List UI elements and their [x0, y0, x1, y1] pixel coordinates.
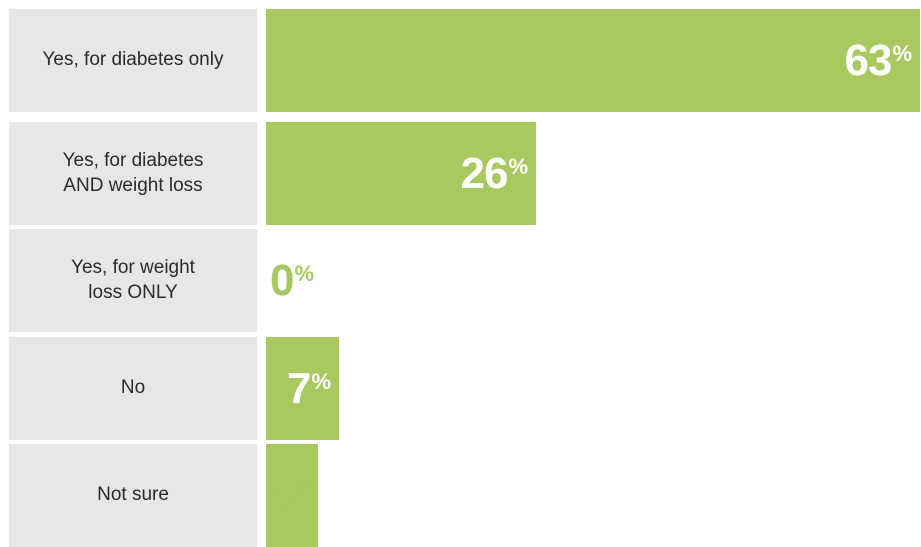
- category-label: No: [9, 337, 257, 440]
- data-label: 63%: [844, 9, 912, 112]
- bar: [266, 337, 339, 440]
- bar: [266, 444, 318, 547]
- category-label: Yes, for weight loss ONLY: [9, 229, 257, 332]
- data-label: 5%: [270, 444, 314, 547]
- chart-row: Yes, for diabetes AND weight loss 26%: [9, 122, 921, 225]
- data-label: 7%: [287, 337, 331, 440]
- data-label-value: 63: [844, 35, 892, 85]
- bar: [266, 9, 920, 112]
- category-label: Not sure: [9, 444, 257, 547]
- category-label: Yes, for diabetes AND weight loss: [9, 122, 257, 225]
- data-label-unit: %: [311, 369, 331, 394]
- data-label: 0%: [270, 229, 314, 332]
- chart-row: Yes, for weight loss ONLY 0%: [9, 229, 921, 332]
- chart-row: Yes, for diabetes only 63%: [9, 9, 921, 112]
- chart-row: No 7%: [9, 337, 921, 440]
- data-label-unit: %: [294, 261, 315, 286]
- data-label-unit: %: [892, 41, 912, 66]
- data-label-unit: %: [294, 476, 315, 501]
- data-label-value: 7: [286, 363, 312, 413]
- chart-row: Not sure 5%: [9, 444, 921, 547]
- data-label-value: 5: [270, 470, 295, 520]
- bar: [266, 122, 536, 225]
- data-label: 26%: [460, 122, 528, 225]
- data-label-value: 0: [270, 255, 295, 305]
- data-label-value: 26: [460, 148, 508, 198]
- data-label-unit: %: [508, 154, 528, 179]
- category-label: Yes, for diabetes only: [9, 9, 257, 112]
